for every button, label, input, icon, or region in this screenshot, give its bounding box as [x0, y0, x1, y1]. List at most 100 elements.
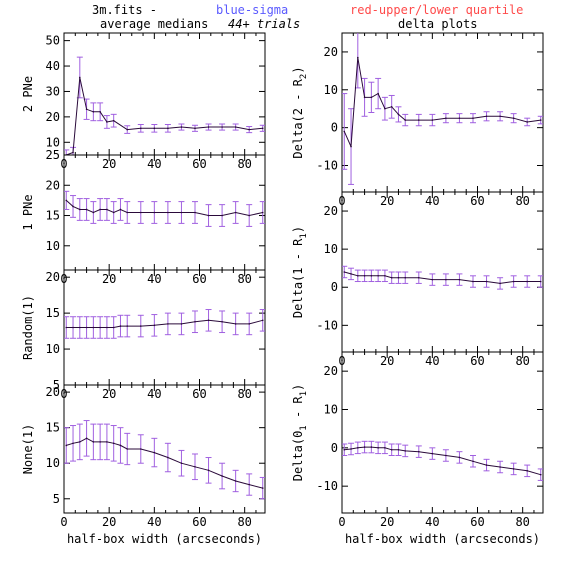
- y-tick-label: -10: [316, 159, 338, 173]
- y-tick-label: 20: [46, 178, 60, 192]
- quartile-label: red-upper/lower quartile: [350, 3, 523, 17]
- data-point: [92, 211, 95, 214]
- y-tick-label: 20: [46, 385, 60, 399]
- x-tick-label: 20: [102, 157, 116, 171]
- data-point: [194, 465, 196, 468]
- x-tick-label: 60: [470, 515, 484, 529]
- data-point: [343, 271, 346, 273]
- y-axis-label: Delta(01 - R1): [291, 384, 309, 482]
- y-tick-label: 0: [331, 280, 338, 294]
- y-axis-label-text: None(1): [21, 424, 35, 475]
- data-point: [485, 115, 488, 118]
- data-point: [539, 473, 542, 476]
- y-tick-label: 30: [46, 84, 60, 98]
- data-point: [65, 326, 68, 329]
- panel-frame: [341, 351, 544, 514]
- data-point: [207, 214, 210, 217]
- y-axis-label-text: ): [291, 66, 305, 73]
- series-line: [66, 77, 263, 155]
- x-tick-label: 40: [147, 272, 161, 286]
- data-point: [99, 208, 101, 211]
- y-tick-label: 0: [331, 121, 338, 135]
- y-tick-label: 10: [46, 456, 60, 470]
- data-point: [248, 128, 250, 131]
- data-point: [126, 325, 129, 327]
- data-point: [539, 119, 542, 121]
- data-point: [106, 208, 108, 211]
- data-point: [377, 275, 379, 277]
- panel-frame: [341, 191, 544, 353]
- y-axis-label: Delta(2 - R2): [291, 66, 309, 158]
- data-point: [79, 208, 81, 211]
- data-point: [85, 437, 88, 440]
- series-line: [66, 319, 263, 328]
- data-point: [397, 448, 400, 451]
- data-point: [390, 276, 393, 279]
- y-tick-label: 10: [46, 135, 60, 149]
- data-point: [261, 319, 264, 322]
- y-axis-label: 1 PNe: [21, 194, 35, 230]
- data-point: [458, 456, 461, 459]
- data-point: [106, 441, 108, 443]
- x-tick-label: 60: [192, 515, 206, 529]
- y-tick-label: 20: [324, 45, 338, 59]
- data-point: [167, 323, 169, 325]
- y-tick-label: 10: [46, 239, 60, 253]
- data-point: [390, 106, 393, 108]
- y-tick-label: 20: [46, 270, 60, 284]
- y-axis-label-text: Delta(1 - R: [291, 238, 305, 318]
- y-axis-label-text: Random(1): [21, 295, 35, 360]
- data-point: [106, 326, 108, 329]
- data-point: [126, 128, 129, 131]
- data-point: [363, 275, 366, 277]
- y-tick-label: 0: [331, 441, 338, 455]
- x-tick-label: 60: [470, 354, 484, 368]
- y-axis-label-subscript: 2: [299, 74, 309, 79]
- data-point: [485, 464, 488, 466]
- data-point: [79, 326, 81, 329]
- series-group: [342, 440, 543, 481]
- data-point: [79, 76, 81, 79]
- data-point: [357, 275, 359, 277]
- y-tick-label: 10: [324, 403, 338, 417]
- data-point: [92, 441, 95, 443]
- data-point: [526, 280, 528, 283]
- data-point: [167, 456, 169, 459]
- data-point: [72, 205, 74, 208]
- x-tick-label: 80: [237, 515, 251, 529]
- data-point: [404, 450, 407, 452]
- y-axis-label-text: 1 PNe: [21, 194, 35, 230]
- data-point: [485, 280, 488, 283]
- data-point: [153, 211, 156, 214]
- data-point: [397, 113, 400, 116]
- y-tick-label: 10: [46, 342, 60, 356]
- data-point: [119, 208, 122, 211]
- data-point: [384, 275, 386, 277]
- data-point: [126, 448, 129, 450]
- y-tick-label: -10: [316, 318, 338, 332]
- data-point: [350, 448, 352, 450]
- data-point: [72, 151, 74, 154]
- data-point: [139, 448, 142, 450]
- data-point: [112, 211, 115, 214]
- data-point: [180, 126, 183, 128]
- data-point: [99, 110, 101, 113]
- x-tick-label: 0: [60, 515, 67, 529]
- x-tick-label: 80: [237, 157, 251, 171]
- data-point: [112, 326, 115, 329]
- y-tick-label: 15: [46, 306, 60, 320]
- x-tick-label: 60: [192, 387, 206, 401]
- series-line: [344, 446, 541, 476]
- data-point: [384, 447, 386, 449]
- x-tick-label: 20: [380, 515, 394, 529]
- data-point: [526, 470, 528, 472]
- left-title: average medians: [100, 17, 208, 31]
- y-tick-label: 20: [324, 204, 338, 218]
- data-point: [207, 469, 210, 472]
- data-point: [139, 211, 142, 214]
- data-point: [248, 323, 250, 325]
- series-line: [344, 271, 541, 284]
